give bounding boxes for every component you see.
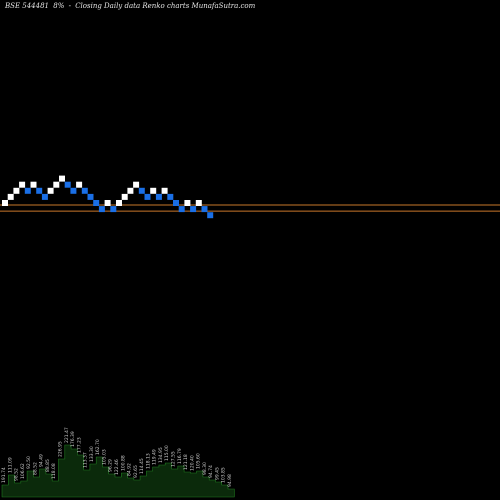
volume-label: 105.60 [196, 453, 202, 469]
volume-label: 94.74 [208, 465, 214, 478]
renko-brick-up [30, 181, 37, 188]
volume-label: 121.18 [183, 454, 189, 470]
symbol-label: BSE 544481 [5, 2, 49, 10]
volume-label: 103.85 [221, 467, 227, 483]
volume-label: 106.62 [20, 463, 26, 479]
renko-brick-up [195, 200, 202, 206]
volume-label: 88.52 [32, 462, 38, 475]
volume-label: 127.55 [171, 451, 177, 467]
renko-brick-down [93, 200, 100, 206]
volume-label: 118.13 [145, 453, 151, 469]
renko-brick-up [76, 181, 83, 188]
renko-brick-up [59, 175, 65, 182]
renko-brick-up [127, 187, 134, 194]
renko-brick-down [207, 212, 214, 219]
renko-brick-down [144, 193, 151, 200]
volume-label: 111.09 [7, 457, 13, 473]
volume-label: 119.49 [152, 449, 158, 465]
volume-label: 134.95 [158, 447, 164, 463]
volume-label: 133.30 [89, 446, 95, 462]
chart-header: BSE 544481 8% - Closing Daily data Renko… [5, 2, 495, 10]
renko-brick-up [19, 181, 26, 188]
volume-label: 94.49 [39, 454, 45, 467]
volume-label: 99.45 [214, 467, 220, 480]
renko-brick-up [7, 193, 14, 200]
volume-label: 221.47 [64, 427, 70, 443]
renko-brick-down [167, 193, 174, 200]
volume-label: 98.52 [14, 468, 20, 481]
renko-brick-down [81, 187, 88, 194]
volume-label: 100.88 [120, 455, 126, 471]
volume-label: 114.45 [139, 458, 145, 474]
renko-brick-down [201, 206, 208, 213]
renko-brick-down [87, 193, 94, 200]
percent-label: 8% [53, 2, 65, 10]
volume-label: 94.98 [227, 474, 233, 487]
caption-label: Closing Daily data Renko charts MunafaSu… [75, 2, 256, 10]
volume-area [1, 444, 235, 498]
volume-label: 122.46 [114, 459, 120, 475]
renko-brick-up [104, 200, 111, 206]
volume-label: 162.70 [95, 439, 101, 455]
volume-label: 191.74 [1, 467, 7, 483]
renko-brick-down [64, 181, 71, 188]
volume-label: 98.30 [202, 462, 208, 475]
volume-label: 226.95 [58, 441, 64, 457]
volume-label: 115.00 [164, 445, 170, 461]
renko-brick-down [24, 187, 31, 194]
volume-label: 96.29 [108, 459, 114, 472]
renko-brick-up [116, 200, 122, 206]
renko-brick-up [47, 187, 54, 194]
volume-label: 118.08 [51, 463, 57, 479]
volume-label: 176.39 [70, 431, 76, 447]
volume-label: 88.85 [45, 459, 51, 472]
renko-brick-down [36, 187, 43, 194]
volume-label: 105.03 [101, 449, 107, 465]
renko-brick-down [110, 206, 117, 213]
renko-brick-up [13, 187, 20, 194]
volume-label: 92.50 [26, 456, 32, 469]
volume-label: 116.79 [177, 448, 183, 464]
arrow-label: - [68, 2, 71, 10]
renko-brick-down [173, 200, 179, 206]
renko-brick-up [184, 200, 191, 206]
renko-brick-up [133, 181, 140, 188]
volume-label: 120.40 [189, 455, 195, 471]
renko-brick-down [41, 193, 48, 200]
renko-brick-down [70, 187, 77, 194]
renko-brick-down [190, 206, 197, 213]
renko-brick-up [53, 181, 60, 188]
renko-brick-down [138, 187, 145, 194]
renko-brick-up [2, 200, 8, 206]
volume-label: 84.92 [127, 463, 133, 476]
renko-brick-up [150, 187, 157, 194]
renko-brick-down [178, 206, 185, 213]
renko-brick-up [161, 187, 168, 194]
volume-label: 113.37 [83, 452, 89, 468]
renko-brick-down [98, 206, 105, 213]
volume-label: 92.65 [133, 465, 139, 478]
volume-label: 177.23 [76, 437, 82, 453]
renko-brick-down [155, 193, 162, 200]
renko-brick-up [121, 193, 128, 200]
